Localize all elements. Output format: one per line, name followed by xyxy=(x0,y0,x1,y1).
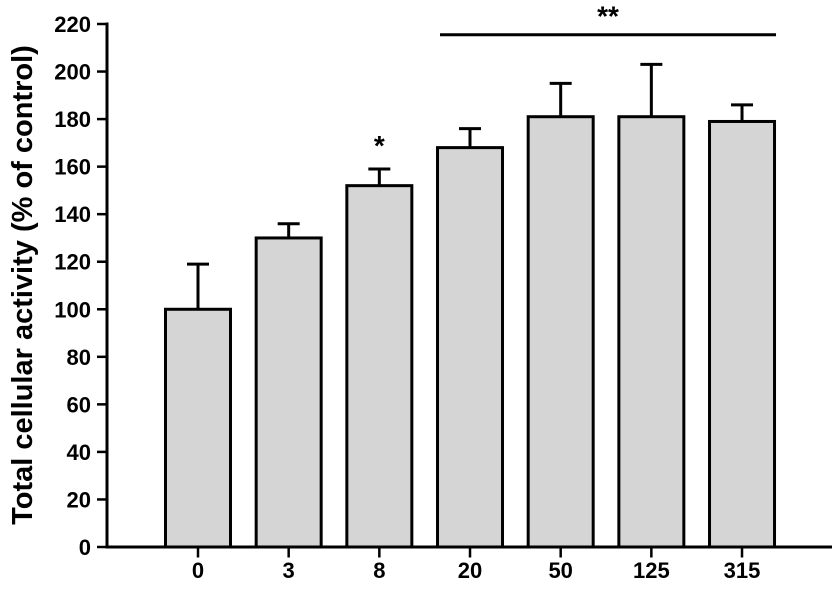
y-tick-label: 160 xyxy=(54,155,91,180)
x-tick-label: 20 xyxy=(458,558,482,583)
x-tick-label: 8 xyxy=(373,558,385,583)
y-tick-label: 180 xyxy=(54,107,91,132)
y-tick-label: 60 xyxy=(67,392,91,417)
plot-layer: 0 20 40 60 80 100 120 140 160 180 200 220 0 3 8 20 50 125… xyxy=(54,1,832,583)
significance-label: ** xyxy=(597,1,619,32)
bar xyxy=(526,115,595,549)
y-tick-label: 80 xyxy=(67,345,91,370)
significance-star: * xyxy=(374,130,385,161)
x-tick-label: 3 xyxy=(283,558,295,583)
x-tick-label: 50 xyxy=(548,558,572,583)
y-tick-label: 40 xyxy=(67,440,91,465)
bar xyxy=(617,115,686,549)
bar xyxy=(164,307,232,549)
y-tick-label: 220 xyxy=(54,12,91,37)
bar xyxy=(708,119,777,549)
x-tick-label: 315 xyxy=(724,558,761,583)
y-tick-label: 140 xyxy=(54,202,91,227)
y-tick-label: 20 xyxy=(67,487,91,512)
y-axis-title: Total cellular activity (% of control) xyxy=(7,45,39,525)
bar xyxy=(436,146,505,549)
y-tick-label: 0 xyxy=(79,535,91,560)
y-tick-label: 200 xyxy=(54,60,91,85)
bar xyxy=(254,236,323,549)
x-tick-label: 0 xyxy=(192,558,204,583)
bar xyxy=(345,184,414,549)
x-tick-label: 125 xyxy=(633,558,670,583)
y-tick-label: 120 xyxy=(54,250,91,275)
y-tick-label: 100 xyxy=(54,297,91,322)
